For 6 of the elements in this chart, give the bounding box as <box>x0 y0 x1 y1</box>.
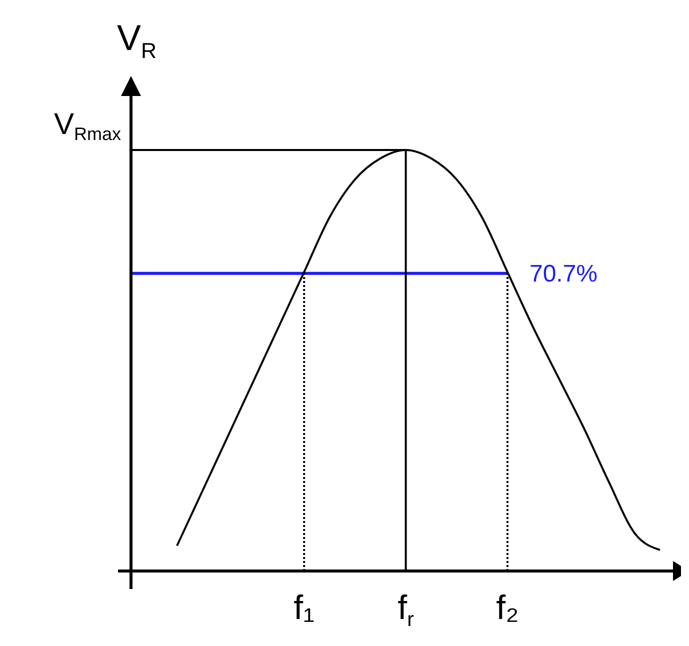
ref-line-label: V$_{Rmax}$ <box>54 108 121 144</box>
x-tick-label: f₂ <box>496 589 519 627</box>
y-axis-title: V$_{R}$ <box>117 17 157 63</box>
x-tick-label: f$_{r}$ <box>398 589 414 631</box>
x-tick-label: f₁ <box>294 589 315 627</box>
ref-line-label: 70.7% <box>529 260 598 288</box>
